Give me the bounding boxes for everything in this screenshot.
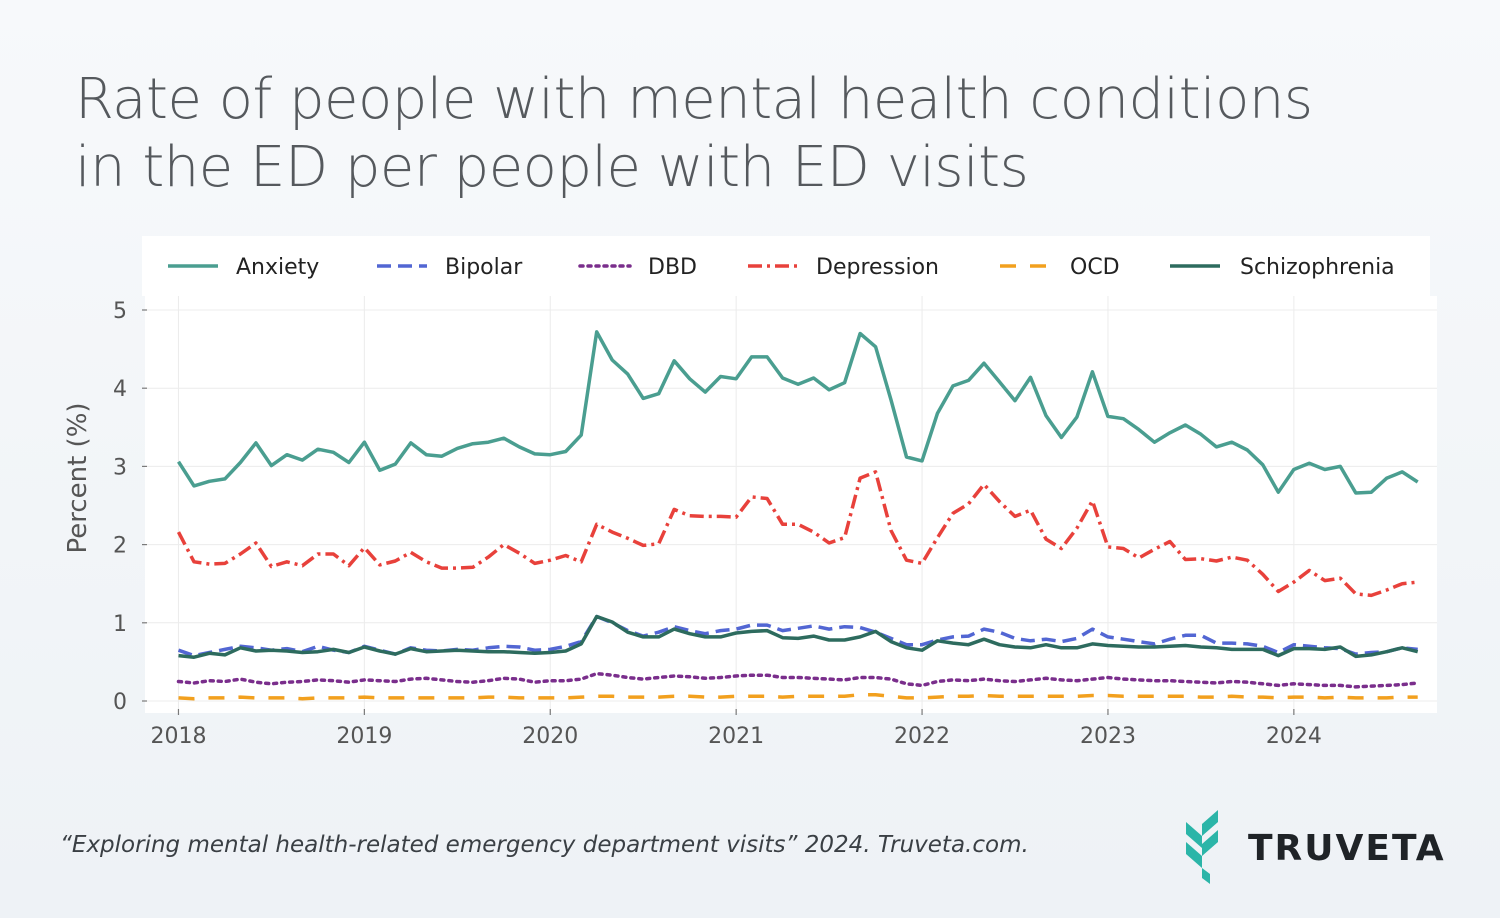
legend-label-ocd: OCD [1070, 255, 1120, 280]
series-line-dbd [176, 671, 1420, 689]
y-tick-label: 3 [113, 455, 127, 480]
legend-label-anxiety: Anxiety [236, 255, 319, 280]
chart-title-line2: in the ED per people with ED visits [75, 135, 1029, 200]
x-tick-label: 2021 [708, 724, 764, 749]
legend-label-depression: Depression [816, 255, 939, 280]
legend-label-schizophrenia: Schizophrenia [1240, 255, 1395, 280]
legend-label-bipolar: Bipolar [445, 255, 523, 280]
x-tick-label: 2022 [894, 724, 950, 749]
brand-logo[interactable]: TRUVETA [1180, 808, 1460, 888]
brand-name: TRUVETA [1248, 828, 1446, 869]
chart-title: Rate of people with mental health condit… [75, 66, 1455, 202]
x-tick-label: 2023 [1080, 724, 1136, 749]
plot-area [145, 296, 1437, 713]
series-line-anxiety [177, 330, 1419, 495]
y-tick-label: 4 [113, 377, 127, 402]
series-line-schizophrenia [178, 614, 1419, 659]
chart-title-line1: Rate of people with mental health condit… [75, 67, 1313, 132]
legend-label-dbd: DBD [648, 255, 697, 280]
y-tick-label: 5 [113, 299, 127, 324]
y-tick-label: 2 [113, 534, 127, 559]
y-axis-label: Percent (%) [63, 402, 93, 553]
series-line-ocd [178, 692, 1418, 701]
x-tick-label: 2018 [150, 724, 206, 749]
x-tick-label: 2020 [522, 724, 578, 749]
y-tick-label: 1 [113, 612, 127, 637]
line-chart: 0 1 2 3 4 5 2018 2019 2020 2021 2022 2023 2024 Percen… [63, 255, 1437, 749]
x-tick-label: 2024 [1266, 724, 1322, 749]
citation: “Exploring mental health-related emergen… [60, 832, 1029, 858]
series-line-depression [176, 470, 1418, 598]
y-tick-label: 0 [113, 690, 127, 715]
truveta-logo-icon [1186, 810, 1218, 884]
x-tick-label: 2019 [336, 724, 392, 749]
